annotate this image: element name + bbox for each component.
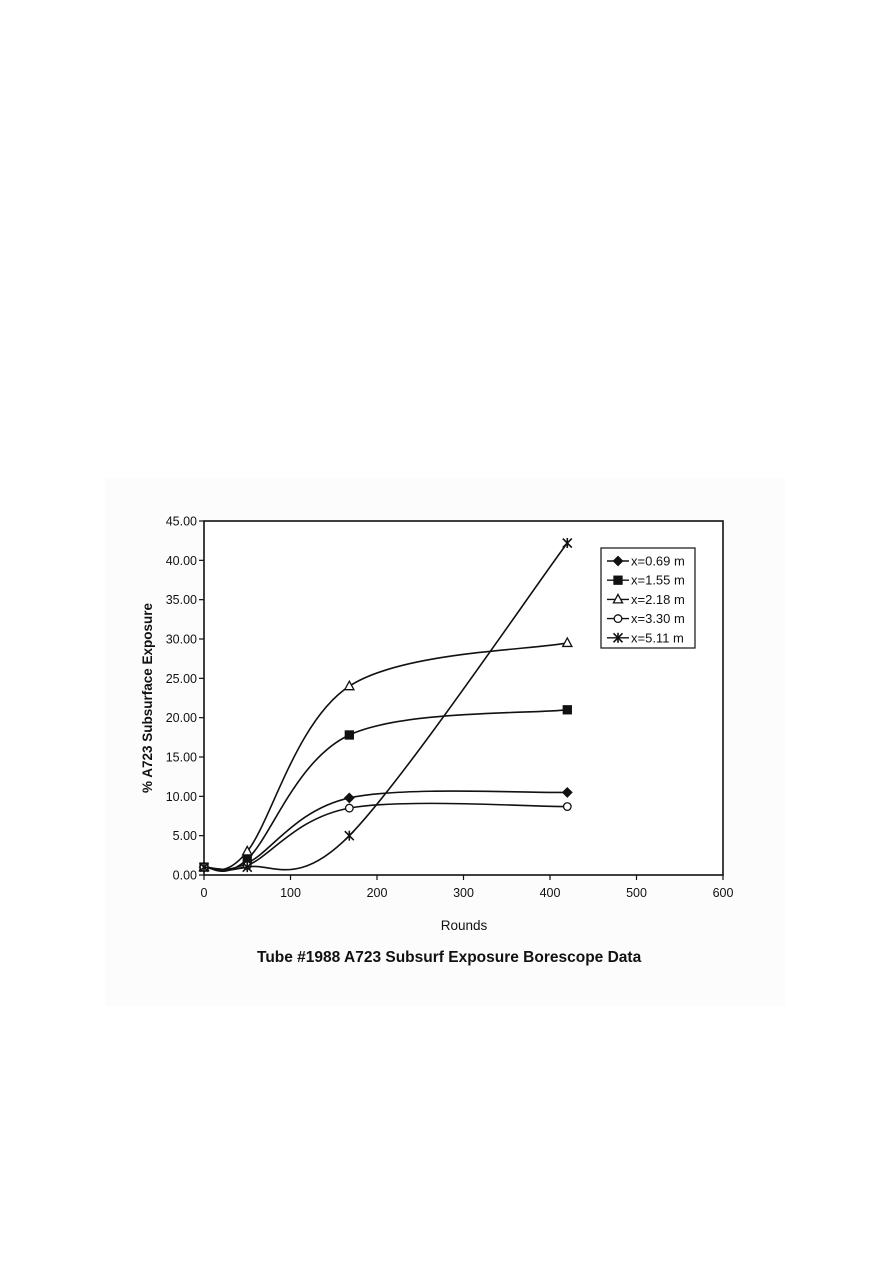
legend-label: x=0.69 m	[631, 554, 685, 569]
chart-panel: 0.00 5.00 10.00 15.00 20.00 25.00 30.00 35.00 40…	[105, 478, 785, 1006]
chart-title: Tube #1988 A723 Subsurf Exposure Boresco…	[257, 949, 642, 966]
y-tick-label: 45.00	[166, 515, 197, 529]
data-point-marker	[198, 862, 210, 873]
data-point-marker	[241, 845, 253, 856]
x-tick-label: 300	[453, 886, 474, 900]
y-tick-label: 40.00	[166, 554, 197, 568]
data-point-marker	[562, 705, 572, 715]
series-5	[198, 537, 573, 873]
legend-entry: x=0.69 m	[607, 554, 685, 569]
y-tick-label: 30.00	[166, 633, 197, 647]
data-point-marker	[344, 803, 354, 813]
data-point-marker	[343, 679, 356, 691]
legend-label: x=3.30 m	[631, 611, 685, 626]
series-layer	[198, 537, 573, 873]
series-line	[203, 642, 568, 871]
legend-entry: x=3.30 m	[607, 611, 685, 626]
data-point-marker	[561, 636, 573, 648]
legend-marker	[613, 575, 623, 585]
data-point-marker	[562, 802, 572, 812]
x-tick-label: 500	[626, 886, 647, 900]
y-tick-label: 20.00	[166, 711, 197, 725]
data-point-marker	[343, 792, 355, 804]
legend-marker	[612, 555, 624, 567]
legend-marker	[612, 632, 624, 643]
x-tick-label: 600	[713, 886, 734, 900]
x-tick-label: 400	[540, 886, 561, 900]
x-tick-label: 200	[367, 886, 388, 900]
y-tick-label: 5.00	[173, 829, 197, 843]
line-chart: 0.00 5.00 10.00 15.00 20.00 25.00 30.00 35.00 40…	[140, 515, 734, 967]
legend: x=0.69 m x=1.55 m x=2.18 m x=3.30 m x=5.11 m	[600, 547, 696, 649]
legend-label: x=1.55 m	[631, 573, 685, 588]
x-tick-label: 0	[201, 886, 208, 900]
legend-marker	[612, 593, 624, 604]
legend-entry: x=1.55 m	[607, 573, 685, 588]
legend-label: x=5.11 m	[631, 630, 684, 645]
x-tick-label: 100	[280, 886, 301, 900]
legend-marker	[613, 614, 623, 624]
y-tick-label: 35.00	[166, 593, 197, 607]
data-point-marker	[344, 830, 355, 841]
data-point-marker	[561, 786, 573, 798]
y-axis-label: % A723 Subsurface Exposure	[140, 602, 155, 793]
y-tick-label: 0.00	[173, 869, 197, 883]
x-axis-label: Rounds	[441, 918, 488, 933]
legend-entry: x=2.18 m	[607, 592, 685, 607]
x-axis: 0 100 200 300 400 500 600	[201, 875, 734, 900]
y-tick-label: 10.00	[166, 790, 197, 804]
y-tick-label: 25.00	[166, 672, 197, 686]
data-point-marker	[242, 862, 253, 873]
data-point-marker	[344, 730, 354, 740]
series-3	[198, 636, 573, 872]
y-tick-label: 15.00	[166, 751, 197, 765]
legend-label: x=2.18 m	[631, 592, 685, 607]
y-axis: 0.00 5.00 10.00 15.00 20.00 25.00 30.00 35.00 40…	[166, 515, 204, 883]
data-point-marker	[562, 537, 573, 549]
legend-entry: x=5.11 m	[607, 630, 684, 645]
